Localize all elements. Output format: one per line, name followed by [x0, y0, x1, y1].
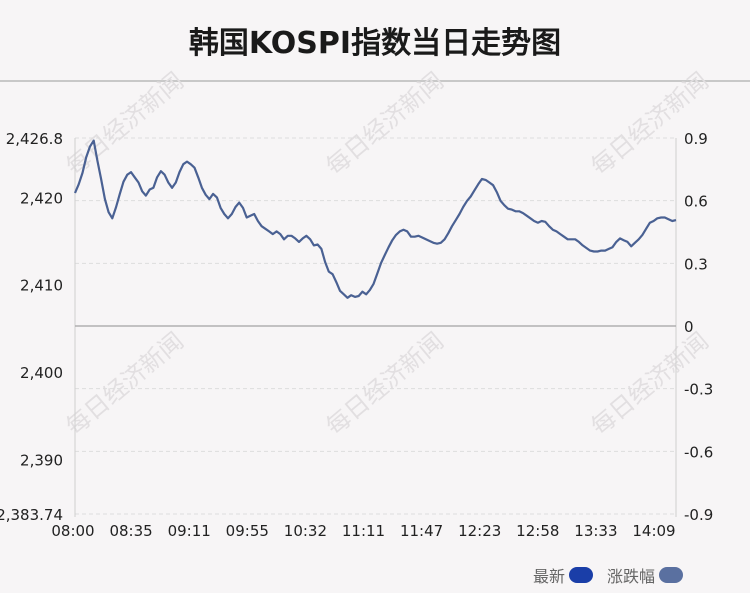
y-left-tick-label: 2,410 — [20, 277, 63, 295]
x-tick-label: 12:58 — [516, 522, 559, 540]
x-tick-label: 12:23 — [458, 522, 501, 540]
legend-item-change[interactable]: 涨跌幅 — [607, 563, 684, 587]
watermark-text: 每日经济新闻 — [586, 67, 714, 181]
watermark-text: 每日经济新闻 — [321, 67, 449, 181]
x-tick-label: 11:47 — [400, 522, 443, 540]
chart-title: 韩国KOSPI指数当日走势图 — [188, 26, 562, 61]
y-right-tick-label: 0.3 — [684, 255, 708, 273]
x-tick-label: 11:11 — [342, 522, 385, 540]
x-tick-label: 14:09 — [632, 522, 675, 540]
x-tick-label: 09:55 — [226, 522, 269, 540]
x-tick-label: 09:11 — [168, 522, 211, 540]
y-left-tick-label: 2,420 — [20, 189, 63, 207]
series-group — [73, 139, 677, 299]
y-right-tick-labels: 0.9 0.6 0.3 0 -0.3 -0.6 -0.9 — [684, 130, 713, 524]
legend-label-change: 涨跌幅 — [607, 567, 656, 586]
y-right-tick-label: -0.3 — [684, 381, 713, 399]
x-tick-label: 10:32 — [284, 522, 327, 540]
title-divider — [0, 80, 750, 82]
series-line-kospi — [73, 139, 677, 299]
y-left-tick-labels: 2,426.8 2,420 2,410 2,400 2,390 2,383.74 — [0, 130, 63, 524]
y-left-tick-label: 2,390 — [20, 451, 63, 469]
y-left-tick-label: 2,400 — [20, 364, 63, 382]
x-tick-labels: 08:00 08:35 09:11 09:55 10:32 11:11 11:47 12:23… — [51, 522, 675, 540]
x-tick-label: 08:35 — [109, 522, 152, 540]
watermark-text: 每日经济新闻 — [61, 327, 189, 441]
y-right-tick-label: -0.6 — [684, 443, 713, 461]
watermark-text: 每日经济新闻 — [321, 327, 449, 441]
y-right-tick-label: -0.9 — [684, 506, 713, 524]
y-left-tick-label: 2,383.74 — [0, 506, 63, 524]
y-right-tick-label: 0 — [684, 318, 694, 336]
y-right-tick-label: 0.6 — [684, 193, 708, 211]
watermark-text: 每日经济新闻 — [61, 67, 189, 181]
legend: 最新 涨跌幅 — [533, 563, 697, 587]
legend-swatch-latest — [569, 567, 594, 583]
legend-label-latest: 最新 — [533, 567, 566, 586]
y-right-tick-label: 0.9 — [684, 130, 708, 148]
x-tick-label: 08:00 — [51, 522, 94, 540]
legend-swatch-change — [659, 567, 684, 583]
x-tick-label: 13:33 — [574, 522, 617, 540]
legend-item-latest[interactable]: 最新 — [533, 563, 594, 587]
y-left-tick-label: 2,426.8 — [6, 130, 63, 148]
